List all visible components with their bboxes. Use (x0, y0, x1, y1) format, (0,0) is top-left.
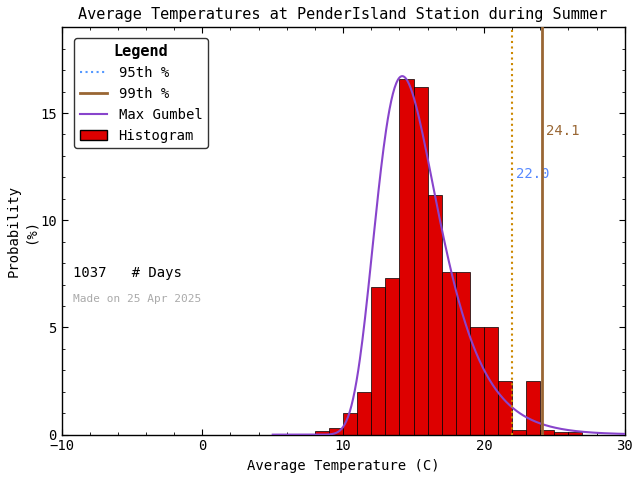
Bar (568, 432, 582, 434)
Bar (456, 272, 470, 434)
Bar (554, 432, 568, 434)
Text: 22.0: 22.0 (516, 167, 550, 180)
Bar (512, 431, 526, 434)
Bar (371, 287, 385, 434)
Bar (540, 431, 554, 434)
Bar (428, 194, 442, 434)
Text: 24.1: 24.1 (546, 124, 579, 138)
Bar (526, 381, 540, 434)
Bar (357, 392, 371, 434)
Bar (470, 327, 484, 434)
Bar (442, 272, 456, 434)
Text: Made on 25 Apr 2025: Made on 25 Apr 2025 (73, 294, 201, 304)
Y-axis label: Probability
(%): Probability (%) (7, 185, 37, 277)
Bar (484, 327, 498, 434)
Bar (413, 87, 428, 434)
Text: 1037   # Days: 1037 # Days (73, 265, 182, 279)
X-axis label: Average Temperature (C): Average Temperature (C) (247, 459, 440, 473)
Bar (329, 428, 343, 434)
Legend: 95th %, 99th %, Max Gumbel, Histogram: 95th %, 99th %, Max Gumbel, Histogram (74, 38, 208, 148)
Bar (498, 381, 512, 434)
Bar (399, 79, 413, 434)
Bar (315, 432, 329, 434)
Title: Average Temperatures at PenderIsland Station during Summer: Average Temperatures at PenderIsland Sta… (79, 7, 608, 22)
Bar (343, 413, 357, 434)
Bar (385, 278, 399, 434)
